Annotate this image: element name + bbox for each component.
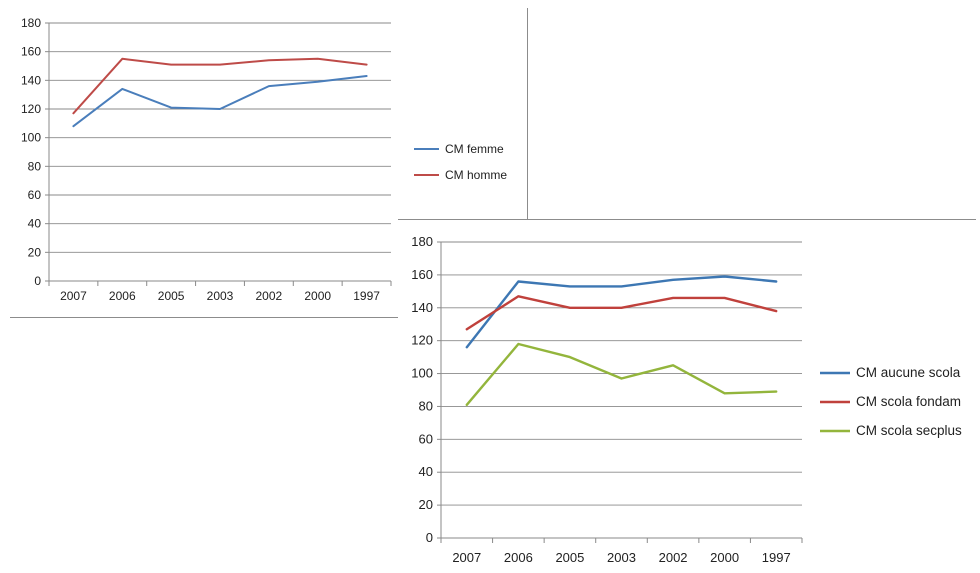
chart-1-y-tick-label: 80	[28, 159, 42, 173]
chart-2-y-tick-label: 40	[419, 464, 433, 479]
chart-1-x-tick-label: 2002	[256, 289, 283, 303]
chart-2-x-tick-label: 2003	[607, 550, 636, 565]
chart-2-x-tick-label: 2005	[555, 550, 584, 565]
chart-1-y-tick-label: 0	[34, 274, 41, 288]
chart-1-y-tick-label: 60	[28, 188, 42, 202]
chart-1-series-line-1	[72, 75, 368, 128]
chart-2-x-tick-label: 2006	[504, 550, 533, 565]
chart-1-series-line-2	[72, 57, 368, 115]
chart-1-y-tick-label: 140	[21, 73, 41, 87]
chart-2-y-tick-label: 20	[419, 497, 433, 512]
chart-1-plot: 0 20 40 60 80 100 120 140 160 180 2007 2006 2005 2003…	[21, 16, 507, 303]
chart-1-y-tick-label: 100	[21, 131, 41, 145]
chart-2-y-tick-label: 100	[411, 366, 433, 381]
chart-2-y-tick-label: 160	[411, 267, 433, 282]
chart-1-y-tick-label: 160	[21, 45, 41, 59]
chart-2-y-tick-label: 180	[411, 234, 433, 249]
chart-1-y-tick-label: 180	[21, 16, 41, 30]
chart-2-series-line-2	[465, 295, 778, 331]
chart-1-y-tick-label: 20	[28, 245, 42, 259]
chart-2-series-line-1	[465, 275, 778, 349]
chart-1: 0 20 40 60 80 100 120 140 160 180 2007 2006 2005 2003…	[10, 8, 528, 318]
chart-2-x-tick-label: 2000	[710, 550, 739, 565]
chart-1-x-tick-label: 1997	[353, 289, 380, 303]
chart-2-y-tick-label: 0	[426, 530, 433, 545]
chart-2-x-tick-label: 2002	[659, 550, 688, 565]
chart-2-y-tick-label: 120	[411, 333, 433, 348]
chart-1-x-tick-label: 2000	[304, 289, 331, 303]
chart-2-legend-label-2: CM scola fondam	[856, 394, 961, 409]
chart-1-x-tick-label: 2003	[207, 289, 234, 303]
chart-2-series-line-3	[465, 342, 778, 407]
chart-2-x-tick-label: 1997	[762, 550, 791, 565]
chart-1-legend-label-2: CM homme	[445, 168, 507, 182]
chart-2-legend-label-1: CM aucune scola	[856, 365, 961, 380]
chart-1-y-tick-label: 40	[28, 217, 42, 231]
chart-1-x-tick-label: 2006	[109, 289, 136, 303]
chart-2-y-tick-label: 60	[419, 431, 433, 446]
chart-1-y-tick-label: 120	[21, 102, 41, 116]
chart-1-x-tick-label: 2005	[158, 289, 185, 303]
chart-2-x-tick-label: 2007	[452, 550, 481, 565]
chart-1-x-tick-label: 2007	[60, 289, 87, 303]
chart-2-legend-label-3: CM scola secplus	[856, 423, 962, 438]
chart-2: 0 20 40 60 80 100 120 140 160 180 2007 2006 2005 2003…	[398, 219, 976, 571]
chart-2-y-tick-label: 140	[411, 300, 433, 315]
chart-2-plot: 0 20 40 60 80 100 120 140 160 180 2007 2006 2005 2003…	[411, 234, 962, 565]
chart-1-legend-label-1: CM femme	[445, 142, 504, 156]
chart-2-y-tick-label: 80	[419, 398, 433, 413]
